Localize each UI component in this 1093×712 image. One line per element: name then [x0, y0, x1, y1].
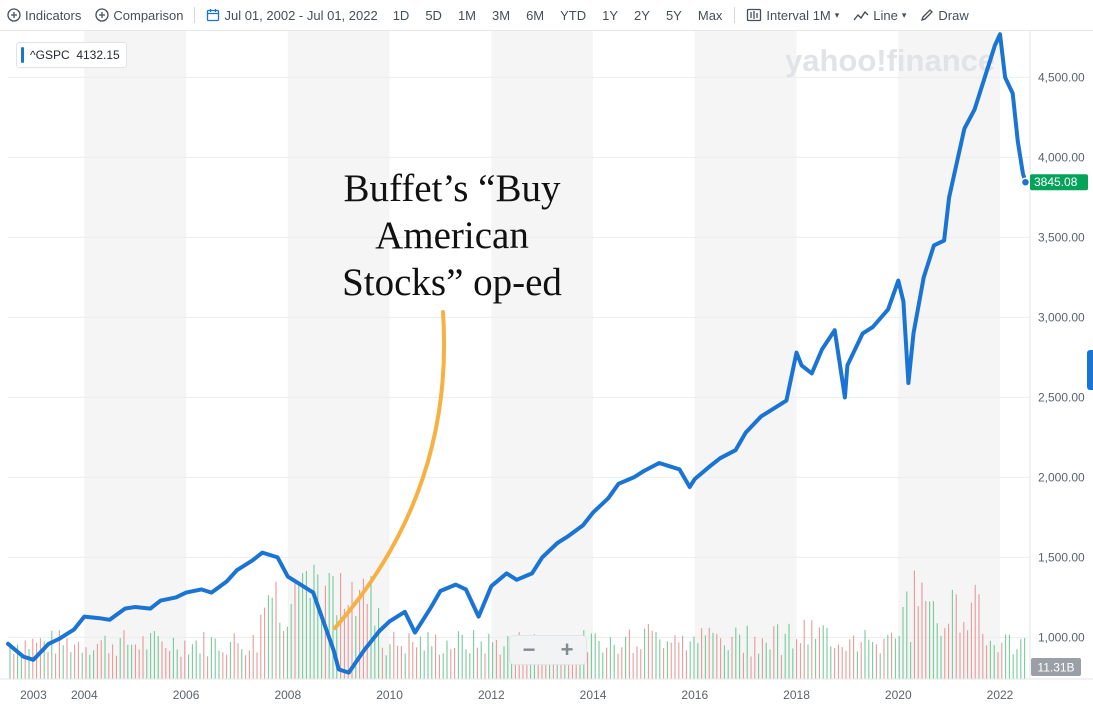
- last-price-label: 3845.08: [1034, 175, 1078, 189]
- interval-value: 1M: [812, 7, 831, 23]
- indicators-button[interactable]: Indicators: [0, 8, 88, 23]
- range-max[interactable]: Max: [697, 7, 723, 23]
- zoom-out-button[interactable]: −: [522, 637, 536, 662]
- year-band: [84, 31, 187, 679]
- annotation-curve: [333, 310, 447, 630]
- grid-lines: [8, 31, 1031, 679]
- zoom-controls: − +: [510, 636, 586, 664]
- range-1y[interactable]: 1Y: [602, 7, 619, 23]
- last-price-dot: [1020, 177, 1031, 187]
- series-legend[interactable]: ^GSPC 4132.15: [16, 42, 127, 68]
- y-tick-label: 1,500.00: [1038, 550, 1085, 564]
- x-tick-label: 2006: [173, 688, 200, 702]
- price-line: [6, 32, 1028, 675]
- interval-label: Interval: [766, 7, 810, 23]
- x-tick-label: 2020: [885, 688, 912, 702]
- range-ytd[interactable]: YTD: [560, 7, 587, 23]
- year-band: [287, 31, 390, 679]
- y-tick-label: 3,500.00: [1038, 230, 1085, 244]
- y-tick-label: 2,500.00: [1038, 390, 1085, 404]
- range-2y[interactable]: 2Y: [634, 7, 650, 23]
- date-range-label: Jul 01, 2002 - Jul 01, 2022: [224, 7, 378, 23]
- comparison-button[interactable]: Comparison: [88, 8, 190, 23]
- pencil-icon: [921, 9, 934, 22]
- x-tick-label: 2010: [376, 688, 403, 702]
- x-tick-label: 2008: [274, 688, 301, 702]
- legend-value: 4132.15: [76, 48, 120, 62]
- plus-circle-icon: [7, 8, 21, 22]
- annotation-line-2: American: [375, 214, 529, 257]
- range-1d[interactable]: 1D: [392, 7, 410, 23]
- y-tick-label: 3,000.00: [1038, 310, 1085, 324]
- annotation-line-3: Stocks” op-ed: [342, 261, 562, 304]
- x-tick-label: 2018: [783, 688, 810, 702]
- date-range-button[interactable]: Jul 01, 2002 - Jul 01, 2022: [199, 8, 384, 23]
- x-tick-label: 2012: [478, 688, 505, 702]
- volume-label: 11.31B: [1037, 661, 1074, 675]
- x-axis: 2003 2004 2006 2008 2010 2012 2014 2016 2018 2020…: [0, 678, 1093, 702]
- x-tick-label: 2016: [681, 688, 708, 702]
- year-band: [694, 31, 797, 679]
- draw-button[interactable]: Draw: [913, 8, 975, 23]
- toolbar-divider: [734, 7, 736, 23]
- candle-icon: [747, 8, 762, 22]
- zoom-in-button[interactable]: +: [560, 637, 574, 662]
- series-swatch: [21, 47, 24, 63]
- range-5y[interactable]: 5Y: [665, 7, 682, 23]
- year-band: [898, 31, 1001, 679]
- x-tick-label: 2014: [580, 688, 607, 702]
- year-band: [491, 31, 594, 679]
- indicators-label: Indicators: [25, 7, 82, 23]
- watermark: yahoo!finance: [785, 43, 995, 78]
- y-tick-label: 1,000.00: [1038, 630, 1085, 644]
- interval-button[interactable]: Interval 1M ▾: [739, 8, 846, 23]
- annotation-line-1: Buffet’s “Buy: [343, 167, 561, 210]
- chart-type-button[interactable]: Line ▾: [846, 8, 913, 23]
- annotation: Buffet’s “Buy American Stocks” op-ed: [333, 167, 562, 630]
- scroll-handle[interactable]: [1087, 350, 1093, 390]
- chart-toolbar: Indicators Comparison Jul 01, 2002 - Jul…: [0, 0, 1093, 31]
- line-chart-icon: [853, 10, 869, 21]
- chart-type-label: Line: [873, 7, 898, 23]
- y-tick-label: 4,000.00: [1038, 150, 1085, 164]
- comparison-label: Comparison: [113, 7, 184, 23]
- chevron-down-icon: ▾: [834, 9, 840, 20]
- calendar-icon: [207, 9, 220, 22]
- legend-symbol: ^GSPC: [30, 48, 70, 62]
- range-6m[interactable]: 6M: [526, 7, 545, 23]
- range-3m[interactable]: 3M: [492, 7, 511, 23]
- last-price-tag: [1030, 174, 1088, 191]
- chevron-down-icon: ▾: [901, 9, 907, 20]
- x-tick-label: 2004: [71, 688, 98, 702]
- y-axis: 1,000.00 1,500.00 2,000.00 2,500.00 3,000.00…: [1038, 70, 1085, 644]
- x-tick-label: 2022: [987, 688, 1014, 702]
- price-tags: 3845.08 11.31B: [1020, 174, 1088, 676]
- price-chart[interactable]: yahoo!finance Buffet’s “Buy American Sto…: [0, 31, 1093, 712]
- x-tick-label: 2003: [20, 688, 47, 702]
- year-bands: [84, 31, 1001, 679]
- plus-circle-icon: [95, 8, 110, 22]
- range-1m[interactable]: 1M: [457, 7, 477, 23]
- range-5d[interactable]: 5D: [425, 7, 442, 23]
- toolbar-divider: [194, 7, 196, 23]
- y-tick-label: 2,000.00: [1038, 470, 1085, 484]
- draw-label: Draw: [938, 7, 969, 23]
- volume-tag: [1031, 658, 1081, 676]
- y-tick-label: 4,500.00: [1038, 70, 1085, 84]
